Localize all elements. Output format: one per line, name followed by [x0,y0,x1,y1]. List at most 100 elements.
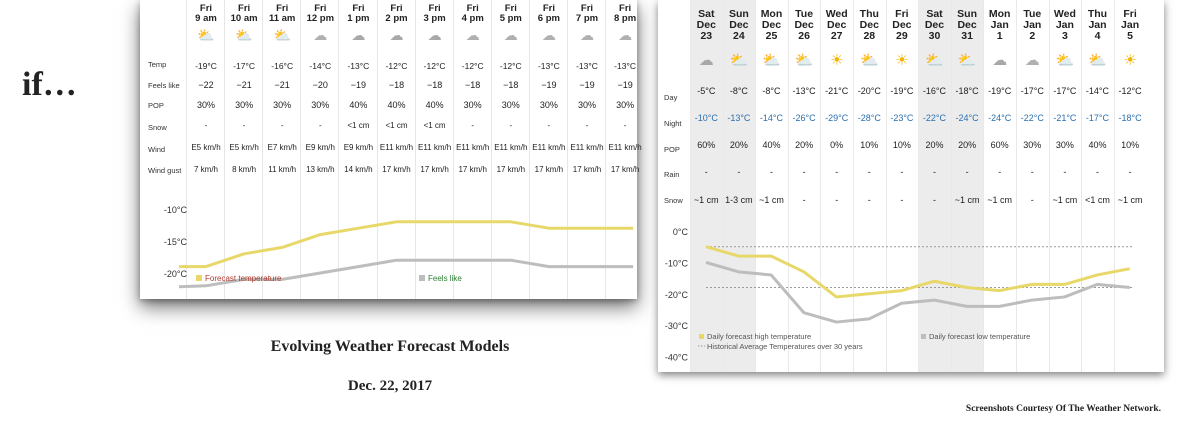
row-label-day: Day [664,93,678,102]
hour-wind: E11 km/h [570,143,604,152]
hour-wind: E11 km/h [379,143,414,152]
day-rain: - [998,167,1002,177]
hour-wind-gust: 8 km/h [232,165,257,174]
caption-title: Evolving Weather Forecast Models [270,338,510,355]
hourly-column [528,0,567,299]
hour-header: Fri 2 pm [378,4,416,24]
day-high: -21°C [825,86,849,96]
hour-snow: - [509,121,513,130]
night-low: -22°C [1020,113,1044,123]
day-month: Dec [859,19,879,31]
row-label-snow: Snow [664,196,683,205]
day-number: 27 [830,30,843,42]
cloudy-icon: ☁ [313,27,328,43]
daily-high-line [705,245,1131,299]
row-label-snow: Snow [148,123,167,132]
hour-pop: 30% [463,100,482,110]
hour-header: Fri 5 pm [492,4,530,24]
day-month: Dec [696,19,716,31]
day-month: Dec [761,19,782,31]
day-of-week: Sat [698,8,715,20]
row-label-rain: Rain [664,170,680,179]
daily-column [918,0,951,372]
hour-pop: 40% [349,100,368,110]
day-of-week: Fri [1123,8,1137,20]
hourly-column [262,0,300,299]
hour-wind-gust: 17 km/h [572,165,602,174]
day-rain: - [1063,167,1067,177]
day-number: 3 [1061,30,1068,42]
hourly-column [376,0,415,299]
hour-header: Fri 6 pm [530,4,568,24]
sun-cloud-icon: ⛅ [859,52,879,69]
day-of-week: Thu [859,8,879,20]
hourly-column [490,0,529,299]
day-snow: <1 cm [1085,195,1110,205]
day-pop: 20% [795,140,814,150]
hour-time: 3 pm [423,13,446,24]
day-header: Wed Jan 3 [1049,9,1082,42]
hour-wind-gust: 17 km/h [382,165,411,174]
hour-time: 12 pm [306,13,335,24]
hourly-column [224,0,262,299]
sun-cloud-icon: ⛅ [1055,52,1075,69]
cloudy-icon: ☁ [1024,52,1040,69]
daily-forecast-panel: Sat Dec 23 ☁ -5°C -10°C 60% - ~1 cm Sun Dec 24 ⛅ -8°C… [658,0,1164,372]
day-pop: 20% [729,140,748,150]
hour-wind-gust: 7 km/h [193,165,218,174]
hour-day: Fri [352,3,365,14]
day-rain: - [835,167,839,177]
day-high: -16°C [922,86,947,96]
day-rain: - [1030,167,1034,177]
day-month: Jan [990,19,1009,31]
day-number: 28 [863,30,876,42]
day-month: Jan [1055,19,1074,31]
hour-day: Fri [428,3,441,14]
night-low: -28°C [857,113,881,123]
day-pop: 10% [1121,140,1140,150]
day-number: 30 [928,30,941,42]
hourly-temperature-chart: -10°C -15°C -20°C Forecast temperature Feels… [164,205,634,289]
hour-day: Fri [390,3,403,14]
hourly-column [414,0,453,299]
hour-temp: -17°C [233,61,255,71]
day-header: Tue Jan 2 [1016,9,1049,42]
night-low: -23°C [890,113,914,123]
intro-text: if… [22,66,77,103]
hour-temp: -12°C [385,61,408,71]
hour-feels-like: −18 [503,80,519,90]
daily-column [950,0,984,372]
day-header: Thu Jan 4 [1081,9,1114,42]
hour-header: Fri 1 pm [339,4,377,24]
hour-snow: - [204,121,208,130]
cloudy-icon: ☁ [618,27,633,43]
hour-feels-like: −20 [312,80,328,90]
sun-cloud-icon: ⛅ [957,52,977,69]
hour-time: 7 pm [575,13,599,24]
hour-temp: -12°C [461,61,484,71]
cloudy-icon: ☁ [503,27,518,43]
hour-wind-gust: 17 km/h [458,165,487,174]
hour-time: 5 pm [499,13,522,24]
day-number: 5 [1127,30,1134,42]
night-low: -29°C [825,113,849,123]
daily-temperature-chart: 0°C -10°C -20°C -30°C -40°C Daily forecast hi… [665,227,1133,363]
row-label-wind: Wind [148,145,166,154]
hour-wind: E5 km/h [229,143,259,152]
screenshot-credit: Screenshots Courtesy Of The Weather Netw… [965,404,1161,414]
hour-pop: 30% [539,100,558,110]
day-header: Sat Dec 23 [690,9,723,42]
hour-time: 11 am [268,13,296,24]
hourly-column [605,0,643,299]
sun-snow-icon: ⛅ [762,52,781,69]
hour-day: Fri [619,3,632,14]
day-high: -14°C [1085,86,1110,96]
hour-feels-like: −22 [198,80,214,90]
day-high: -19°C [890,86,914,96]
day-snow: ~1 cm [954,195,980,205]
hour-time: 6 pm [537,13,560,24]
day-pop: 40% [762,140,781,150]
day-rain: - [1095,167,1099,177]
hour-feels-like: −19 [617,80,633,90]
snow-cloud-icon: ☁ [992,52,1008,69]
